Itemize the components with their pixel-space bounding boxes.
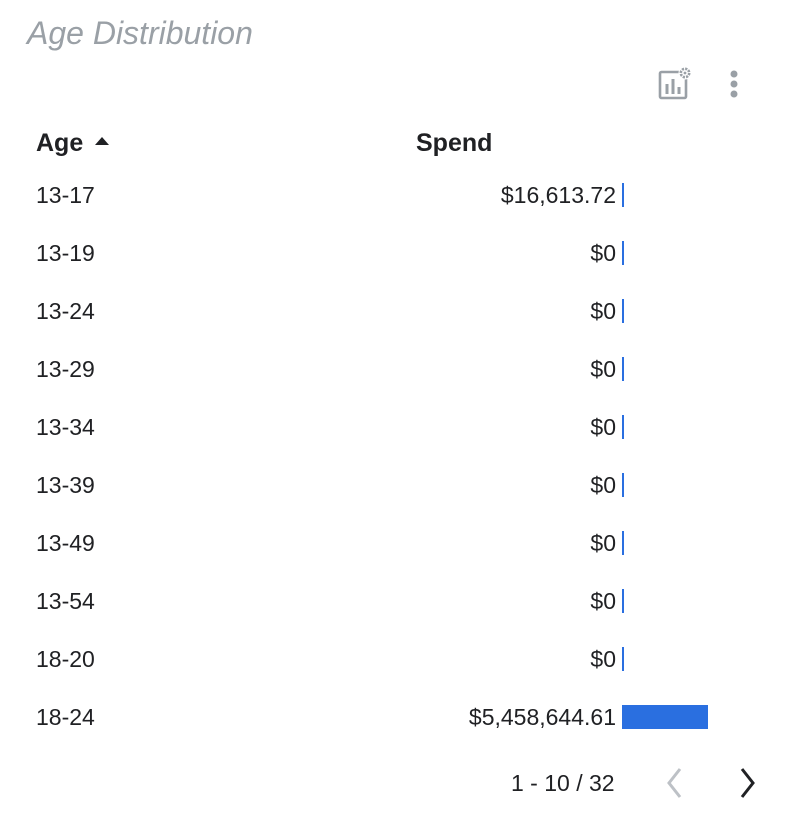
table-row: 13-39 $0 — [0, 456, 798, 514]
spend-bar — [622, 241, 624, 265]
spend-cell: $0 — [590, 588, 616, 614]
spend-bar — [622, 357, 624, 381]
spend-cell: $16,613.72 — [500, 182, 616, 208]
age-cell: 18-24 — [36, 704, 95, 730]
spend-cell: $0 — [590, 414, 616, 440]
column-header-spend[interactable]: Spend — [416, 124, 492, 162]
column-header-age[interactable]: Age — [36, 124, 110, 162]
table-body: 13-17 $16,613.72 13-19 $0 13-24 $0 13-29… — [0, 166, 798, 746]
age-cell: 13-17 — [36, 182, 95, 208]
chevron-left-icon — [667, 768, 682, 798]
spend-bar — [622, 647, 624, 671]
table-row: 13-29 $0 — [0, 340, 798, 398]
spend-bar — [622, 415, 624, 439]
widget-title: Age Distribution — [27, 15, 253, 51]
spend-cell: $0 — [590, 530, 616, 556]
spend-bar — [622, 473, 624, 497]
previous-page-button[interactable] — [660, 764, 690, 802]
table-row: 13-34 $0 — [0, 398, 798, 456]
spend-cell: $0 — [590, 472, 616, 498]
spend-cell: $0 — [590, 298, 616, 324]
table-row: 18-20 $0 — [0, 630, 798, 688]
age-cell: 13-29 — [36, 356, 95, 382]
spend-bar — [622, 299, 624, 323]
age-cell: 13-24 — [36, 298, 95, 324]
table-row: 13-24 $0 — [0, 282, 798, 340]
spend-cell: $0 — [590, 646, 616, 672]
spend-cell: $0 — [590, 240, 616, 266]
age-cell: 13-19 — [36, 240, 95, 266]
age-cell: 13-39 — [36, 472, 95, 498]
column-header-age-label: Age — [36, 129, 84, 157]
spend-cell: $5,458,644.61 — [468, 704, 616, 730]
table-row: 13-17 $16,613.72 — [0, 166, 798, 224]
chart-settings-icon[interactable] — [656, 66, 692, 101]
more-vert-icon[interactable] — [722, 67, 746, 101]
age-cell: 13-34 — [36, 414, 95, 440]
table-row: 13-19 $0 — [0, 224, 798, 282]
age-cell: 13-49 — [36, 530, 95, 556]
pagination-label: 1 - 10 / 32 — [511, 770, 615, 796]
spend-cell: $0 — [590, 356, 616, 382]
spend-bar — [622, 589, 624, 613]
next-page-button[interactable] — [732, 764, 762, 802]
sort-ascending-icon — [95, 137, 110, 145]
table-row: 18-24 $5,458,644.61 — [0, 688, 798, 746]
column-header-spend-label: Spend — [416, 129, 493, 157]
spend-bar — [622, 183, 624, 207]
age-cell: 18-20 — [36, 646, 95, 672]
table-row: 13-54 $0 — [0, 572, 798, 630]
spend-bar — [622, 531, 624, 555]
age-cell: 13-54 — [36, 588, 95, 614]
spend-bar — [622, 705, 708, 729]
chevron-right-icon — [740, 768, 755, 798]
table-row: 13-49 $0 — [0, 514, 798, 572]
